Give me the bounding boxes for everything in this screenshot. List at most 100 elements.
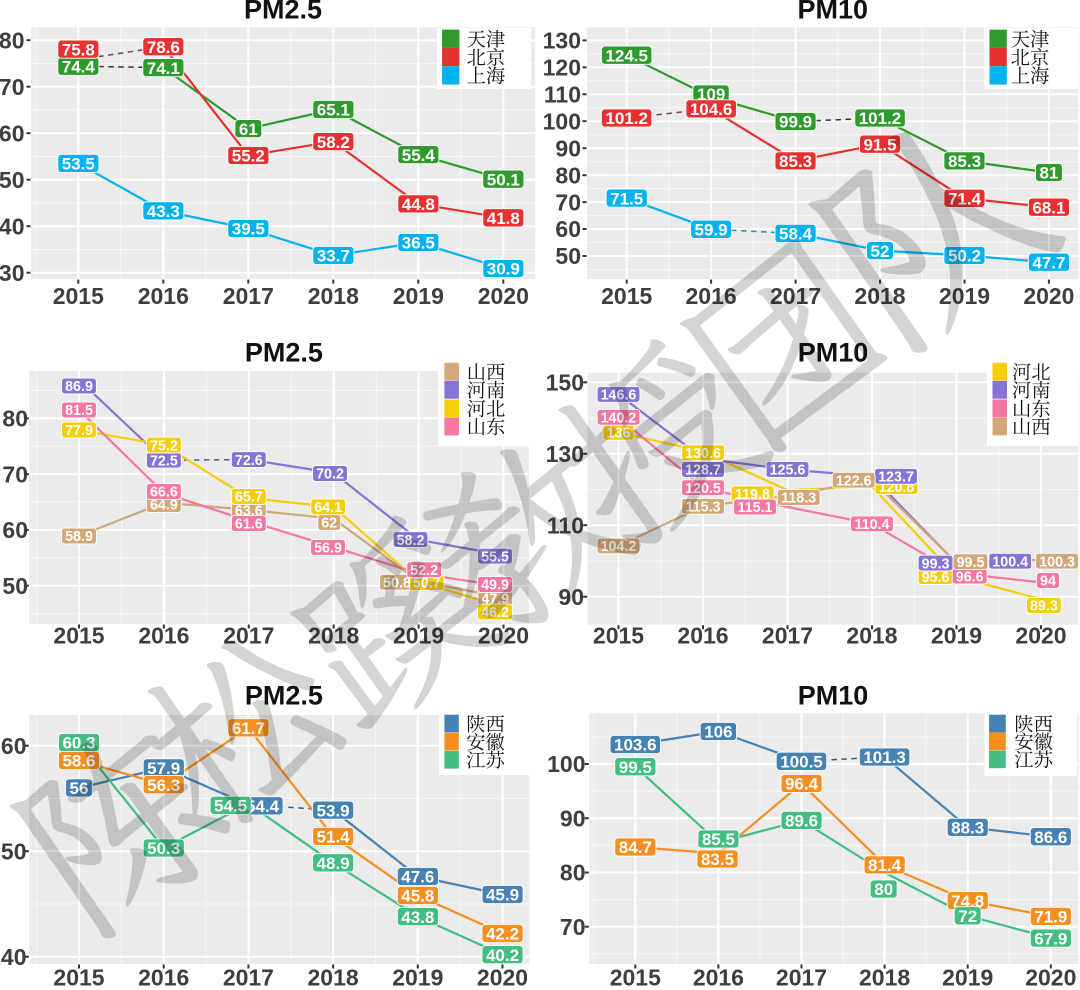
svg-text:71.9: 71.9 — [1034, 908, 1067, 927]
svg-text:124.5: 124.5 — [605, 46, 648, 65]
svg-text:94: 94 — [1040, 574, 1056, 590]
svg-text:2020: 2020 — [1025, 965, 1076, 990]
svg-text:72.6: 72.6 — [235, 453, 263, 469]
svg-text:59.9: 59.9 — [695, 221, 728, 240]
svg-text:2015: 2015 — [601, 283, 652, 309]
svg-text:65.1: 65.1 — [317, 101, 350, 120]
svg-text:PM10: PM10 — [798, 0, 869, 25]
svg-text:2017: 2017 — [223, 283, 274, 309]
svg-text:70.2: 70.2 — [316, 467, 344, 483]
svg-text:51.4: 51.4 — [317, 828, 351, 847]
svg-text:106: 106 — [704, 723, 732, 742]
svg-text:100: 100 — [543, 108, 581, 134]
svg-text:2019: 2019 — [931, 623, 982, 649]
svg-text:2018: 2018 — [859, 965, 910, 990]
svg-text:2019: 2019 — [939, 283, 990, 309]
svg-text:54.4: 54.4 — [246, 797, 280, 816]
svg-text:47.6: 47.6 — [401, 868, 434, 887]
svg-text:2019: 2019 — [393, 283, 444, 309]
svg-text:77.9: 77.9 — [65, 423, 93, 439]
svg-text:62: 62 — [321, 516, 337, 532]
svg-text:2017: 2017 — [223, 965, 274, 990]
svg-text:95.6: 95.6 — [922, 570, 950, 586]
svg-text:72.5: 72.5 — [150, 453, 178, 469]
svg-text:118.3: 118.3 — [781, 491, 816, 507]
svg-text:99.5: 99.5 — [619, 758, 652, 777]
svg-text:140.2: 140.2 — [601, 411, 637, 427]
svg-text:2019: 2019 — [942, 965, 993, 990]
svg-text:100.3: 100.3 — [1039, 554, 1075, 570]
svg-text:70: 70 — [0, 74, 25, 100]
svg-text:2017: 2017 — [776, 965, 827, 990]
svg-text:40: 40 — [0, 213, 25, 239]
svg-text:2016: 2016 — [693, 965, 744, 990]
svg-text:2015: 2015 — [610, 965, 661, 990]
svg-text:86.6: 86.6 — [1034, 828, 1067, 847]
svg-text:110: 110 — [544, 82, 581, 108]
svg-text:40: 40 — [1, 944, 27, 970]
svg-text:52: 52 — [871, 242, 890, 261]
svg-text:61: 61 — [239, 120, 258, 139]
svg-text:61.6: 61.6 — [235, 517, 263, 533]
svg-text:115.1: 115.1 — [738, 500, 773, 516]
svg-text:PM10: PM10 — [798, 681, 869, 711]
svg-text:58.4: 58.4 — [779, 225, 813, 244]
svg-text:84.7: 84.7 — [619, 838, 652, 857]
svg-text:60: 60 — [0, 120, 25, 146]
svg-text:50: 50 — [0, 167, 25, 193]
svg-text:36.5: 36.5 — [402, 234, 435, 253]
svg-text:150: 150 — [546, 370, 584, 396]
svg-text:48.9: 48.9 — [317, 854, 350, 873]
svg-text:2015: 2015 — [593, 623, 644, 649]
svg-text:74.4: 74.4 — [62, 57, 96, 76]
svg-text:30: 30 — [0, 260, 25, 286]
svg-text:85.3: 85.3 — [779, 152, 812, 171]
svg-text:60: 60 — [2, 517, 28, 543]
svg-text:80: 80 — [560, 860, 586, 886]
svg-text:81.4: 81.4 — [868, 856, 902, 875]
svg-text:99.9: 99.9 — [779, 113, 812, 132]
svg-text:88.3: 88.3 — [951, 819, 984, 838]
svg-text:53.5: 53.5 — [62, 155, 95, 174]
svg-text:75.8: 75.8 — [62, 40, 95, 59]
svg-text:58.9: 58.9 — [65, 529, 93, 545]
svg-text:64.1: 64.1 — [314, 500, 342, 516]
svg-text:2016: 2016 — [677, 623, 728, 649]
svg-text:104.6: 104.6 — [690, 100, 733, 119]
svg-text:2020: 2020 — [477, 965, 528, 990]
svg-text:2015: 2015 — [53, 283, 104, 309]
svg-text:65.7: 65.7 — [235, 490, 263, 506]
svg-text:85.5: 85.5 — [702, 830, 735, 849]
svg-text:100.4: 100.4 — [992, 554, 1028, 570]
svg-text:123.7: 123.7 — [878, 470, 914, 486]
svg-text:80: 80 — [874, 880, 893, 899]
svg-text:101.2: 101.2 — [859, 109, 902, 128]
svg-text:70: 70 — [560, 914, 586, 940]
svg-text:57.9: 57.9 — [147, 759, 180, 778]
svg-text:122.6: 122.6 — [836, 473, 872, 489]
svg-text:66.6: 66.6 — [150, 485, 178, 501]
svg-text:101.2: 101.2 — [605, 109, 648, 128]
svg-text:74.8: 74.8 — [951, 892, 984, 911]
svg-text:40.2: 40.2 — [486, 946, 519, 965]
svg-text:70: 70 — [2, 461, 28, 487]
svg-text:83.5: 83.5 — [701, 850, 734, 869]
svg-text:81: 81 — [1039, 164, 1058, 183]
svg-text:PM2.5: PM2.5 — [245, 337, 323, 367]
svg-text:75.2: 75.2 — [150, 438, 178, 454]
svg-text:61.7: 61.7 — [232, 719, 265, 738]
svg-text:2015: 2015 — [53, 965, 104, 990]
svg-text:39.5: 39.5 — [232, 220, 265, 239]
svg-text:96.4: 96.4 — [785, 775, 819, 794]
svg-text:78.6: 78.6 — [147, 38, 180, 57]
svg-text:2020: 2020 — [1023, 283, 1074, 309]
svg-text:99.5: 99.5 — [957, 555, 985, 571]
svg-text:50.1: 50.1 — [487, 170, 520, 189]
svg-text:45.9: 45.9 — [486, 886, 519, 905]
svg-text:55.2: 55.2 — [232, 147, 265, 166]
svg-text:86.9: 86.9 — [65, 379, 93, 395]
svg-text:2016: 2016 — [138, 283, 189, 309]
svg-text:74.1: 74.1 — [147, 59, 180, 78]
svg-text:47.7: 47.7 — [1032, 253, 1065, 272]
svg-text:70: 70 — [555, 189, 581, 215]
